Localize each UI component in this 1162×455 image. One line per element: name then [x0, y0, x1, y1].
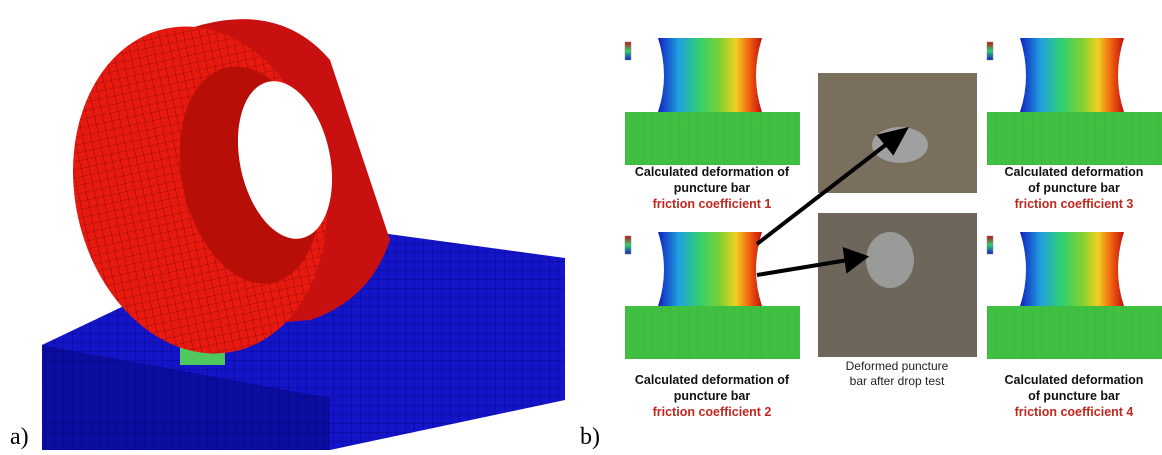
caption: Calculated deformation of	[635, 373, 790, 387]
friction-label: friction coefficient 1	[653, 197, 772, 211]
caption: puncture bar	[674, 389, 751, 403]
panel-label: a)	[10, 424, 29, 450]
caption: Calculated deformation of	[635, 165, 790, 179]
arrows	[755, 127, 909, 277]
caption: puncture bar	[674, 181, 751, 195]
photo-caption: bar after drop test	[850, 374, 945, 388]
friction-label: friction coefficient 3	[1015, 197, 1134, 211]
photo-caption: Deformed puncture	[846, 359, 949, 373]
panel-label: b)	[580, 424, 600, 450]
friction-label: friction coefficient 2	[653, 405, 772, 419]
simulation-image	[986, 231, 1162, 360]
caption: of puncture bar	[1028, 389, 1120, 403]
photo-detail	[866, 232, 914, 288]
caption: of puncture bar	[1028, 181, 1120, 195]
simulation-image	[986, 37, 1162, 166]
caption: Calculated deformation	[1005, 165, 1144, 179]
simulation-image	[624, 231, 801, 360]
simulation-image	[624, 37, 801, 166]
caption: Calculated deformation	[1005, 373, 1144, 387]
friction-label: friction coefficient 4	[1015, 405, 1134, 419]
fe-model	[42, 19, 565, 450]
